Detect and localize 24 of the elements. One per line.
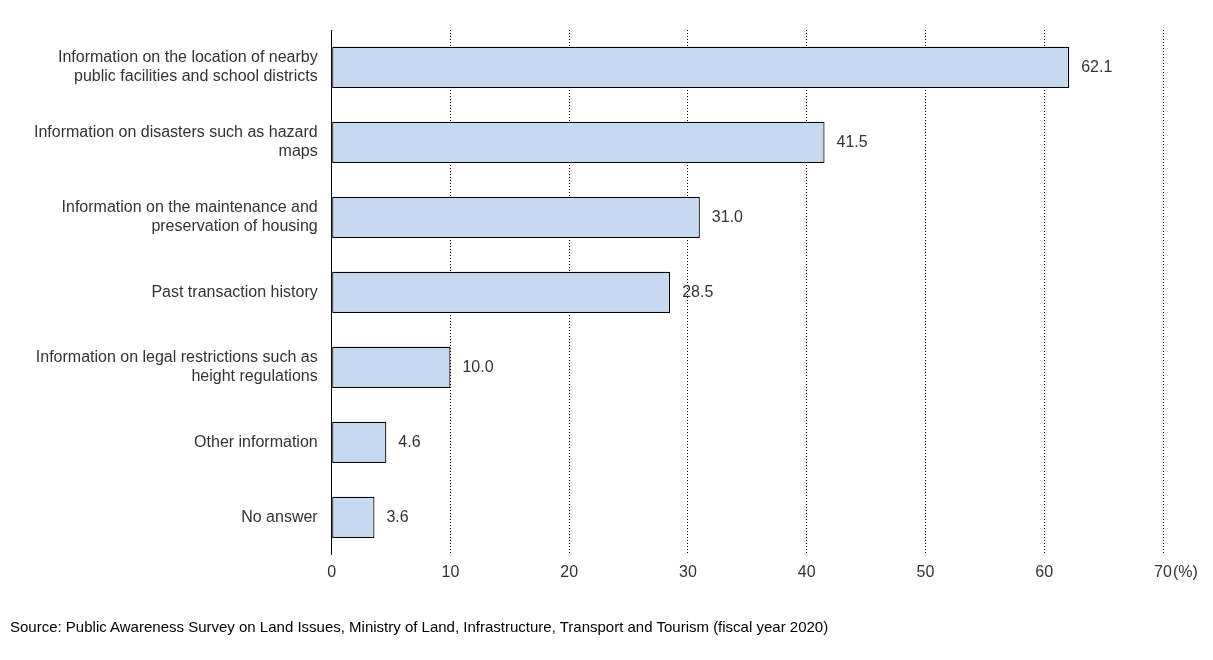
data-label: 4.6 bbox=[398, 432, 421, 450]
y-tick-label: Information on disasters such as hazard maps bbox=[34, 123, 318, 160]
x-tick-label: 60 bbox=[1035, 562, 1054, 580]
data-label: 62.1 bbox=[1081, 57, 1113, 75]
x-tick-label: 10 bbox=[441, 562, 460, 580]
y-tick-label: Information on the location of nearby public facilities and school districts bbox=[57, 48, 318, 85]
x-tick-label: 70 bbox=[1154, 562, 1172, 580]
y-tick-label: Information on legal restrictions such as height regulations bbox=[35, 348, 318, 385]
source-note: Source: Public Awareness Survey on Land Issues, Ministry of Land, Infrastructure, Transport and Tourism (fiscal year 2020) bbox=[10, 618, 829, 635]
y-tick-label: Other information bbox=[194, 432, 318, 450]
data-label: 28.5 bbox=[682, 282, 714, 300]
x-tick-label: 40 bbox=[797, 562, 816, 580]
y-tick-label: No answer bbox=[241, 507, 319, 525]
data-label: 31.0 bbox=[711, 207, 744, 225]
x-tick-label: 0 bbox=[327, 562, 337, 580]
y-tick-label: Past transaction history bbox=[151, 282, 318, 300]
x-tick-label: 50 bbox=[916, 562, 935, 580]
y-tick-label: Information on the maintenance and preservation of housing bbox=[61, 198, 318, 235]
data-label: 41.5 bbox=[836, 132, 868, 150]
data-label: 3.6 bbox=[386, 507, 409, 525]
data-label: 10.0 bbox=[462, 357, 494, 375]
x-tick-label: 30 bbox=[679, 562, 697, 580]
x-tick-label: 20 bbox=[560, 562, 579, 580]
x-axis-title: (%) bbox=[1173, 563, 1198, 581]
